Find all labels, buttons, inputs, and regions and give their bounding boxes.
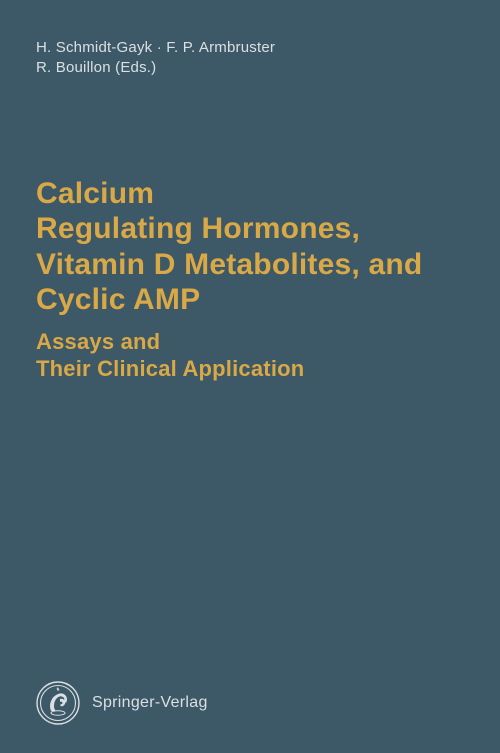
- editors-block: H. Schmidt-Gayk · F. P. Armbruster R. Bo…: [36, 38, 275, 79]
- title-line-1: Calcium: [36, 176, 470, 211]
- editors-names-1: H. Schmidt-Gayk · F. P. Armbruster: [36, 39, 275, 56]
- subtitle-line-1: Assays and: [36, 328, 470, 356]
- svg-text:♞: ♞: [56, 687, 60, 692]
- editors-line-2: R. Bouillon (Eds.): [36, 58, 275, 78]
- publisher-name: Springer-Verlag: [92, 694, 208, 712]
- editors-line-1: H. Schmidt-Gayk · F. P. Armbruster: [36, 38, 275, 58]
- subtitle-line-2: Their Clinical Application: [36, 355, 470, 383]
- title-block: Calcium Regulating Hormones, Vitamin D M…: [36, 176, 470, 383]
- editors-names-2: R. Bouillon: [36, 59, 111, 76]
- editors-role: (Eds.): [115, 59, 156, 76]
- book-subtitle: Assays and Their Clinical Application: [36, 328, 470, 383]
- springer-logo-icon: ♞: [36, 681, 80, 725]
- title-line-4: Cyclic AMP: [36, 282, 470, 317]
- publisher-block: ♞ Springer-Verlag: [36, 681, 208, 725]
- title-line-2: Regulating Hormones,: [36, 211, 470, 246]
- title-line-3: Vitamin D Metabolites, and: [36, 247, 470, 282]
- book-title: Calcium Regulating Hormones, Vitamin D M…: [36, 176, 470, 318]
